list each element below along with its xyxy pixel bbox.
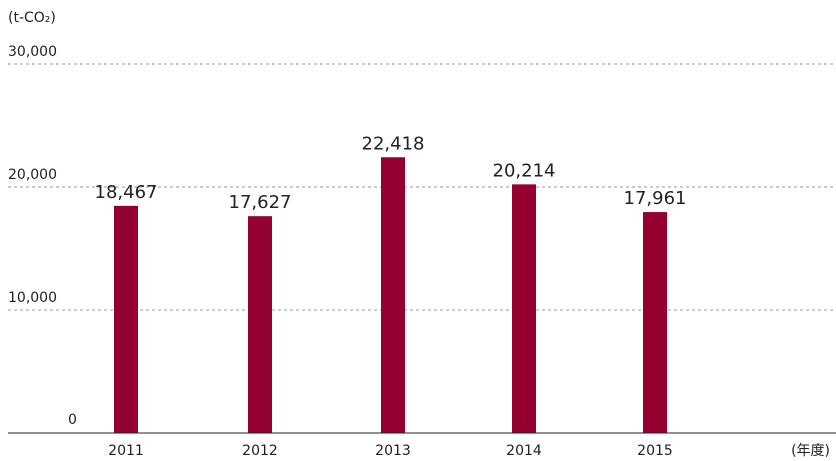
x-tick-label-2013: 2013 — [375, 443, 411, 459]
x-axis-ticks: 2011 2012 2013 2014 2015 — [108, 443, 673, 459]
bars — [114, 157, 667, 433]
value-label-2014: 20,214 — [493, 160, 556, 181]
value-label-2015: 17,961 — [624, 188, 687, 209]
x-tick-label-2014: 2014 — [506, 443, 542, 459]
bar-2012 — [248, 216, 272, 433]
x-tick-label-2012: 2012 — [242, 443, 278, 459]
bar-2013 — [381, 157, 405, 433]
value-labels: 18,467 17,627 22,418 20,214 17,961 — [95, 133, 687, 213]
y-tick-label: 30,000 — [8, 44, 57, 60]
value-label-2012: 17,627 — [229, 192, 292, 213]
x-axis-unit: (年度) — [791, 443, 830, 459]
y-axis-unit: (t-CO₂) — [8, 10, 56, 26]
y-tick-label: 0 — [68, 412, 77, 428]
bar-2011 — [114, 205, 138, 433]
x-tick-label-2015: 2015 — [637, 443, 673, 459]
x-tick-label-2011: 2011 — [108, 443, 144, 459]
bar-2015 — [643, 212, 667, 433]
bar-2014 — [512, 184, 536, 433]
value-label-2013: 22,418 — [362, 133, 425, 154]
value-label-2011: 18,467 — [95, 182, 158, 203]
gridlines — [8, 63, 836, 311]
y-tick-label: 10,000 — [8, 290, 57, 306]
y-axis-ticks: 0 10,000 20,000 30,000 — [8, 44, 77, 428]
y-tick-label: 20,000 — [8, 167, 57, 183]
